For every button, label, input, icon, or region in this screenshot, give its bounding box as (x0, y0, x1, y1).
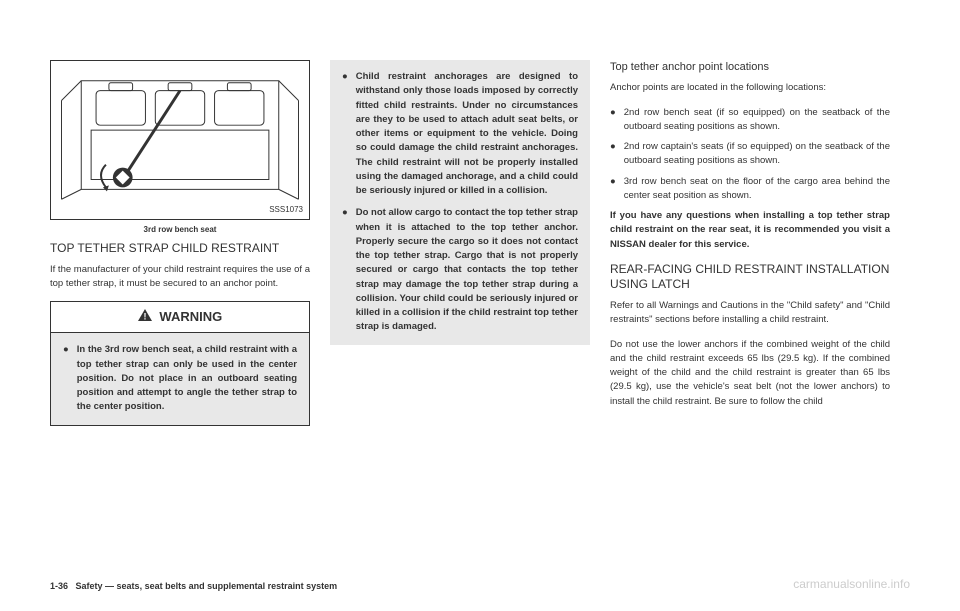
bullet-icon: ● (610, 106, 616, 135)
list-item: ● 3rd row bench seat on the floor of the… (610, 175, 890, 204)
warning-bullet: ● Child restraint anchorages are designe… (342, 70, 578, 198)
column-2: ● Child restraint anchorages are designe… (330, 60, 590, 550)
list-item: ● 2nd row captain's seats (if so equippe… (610, 140, 890, 169)
diagram-caption: 3rd row bench seat (50, 224, 310, 235)
body-para: Refer to all Warnings and Cautions in th… (610, 299, 890, 328)
body-para: Anchor points are located in the followi… (610, 81, 890, 95)
bullet-icon: ● (610, 175, 616, 204)
warning-bullet: ● Do not allow cargo to contact the top … (342, 206, 578, 334)
warning-header: ! WARNING (51, 302, 309, 333)
warning-label: WARNING (159, 309, 222, 324)
bullet-icon: ● (610, 140, 616, 169)
warning-text: Child restraint anchorages are designed … (356, 70, 578, 198)
section-title: Safety — seats, seat belts and supplemen… (76, 581, 338, 591)
bullet-icon: ● (342, 70, 348, 198)
seat-diagram: SSS1073 (50, 60, 310, 220)
warning-text: In the 3rd row bench seat, a child restr… (77, 343, 297, 414)
svg-text:!: ! (143, 312, 146, 322)
warning-icon: ! (138, 308, 152, 326)
warning-continuation: ● Child restraint anchorages are designe… (330, 60, 590, 345)
warning-body: ● In the 3rd row bench seat, a child res… (51, 333, 309, 424)
body-para: If the manufacturer of your child restra… (50, 263, 310, 292)
page-footer: 1-36 Safety — seats, seat belts and supp… (50, 581, 337, 591)
list-item: ● 2nd row bench seat (if so equipped) on… (610, 106, 890, 135)
section-heading-rearfacing: REAR-FACING CHILD RESTRAINT INSTALLATION… (610, 262, 890, 293)
page-number: 1-36 (50, 581, 68, 591)
warning-text: Do not allow cargo to contact the top te… (356, 206, 578, 334)
subheading-anchor-locations: Top tether anchor point locations (610, 60, 890, 75)
bullet-text: 2nd row captain's seats (if so equipped)… (624, 140, 890, 169)
watermark: carmanualsonline.info (793, 577, 910, 591)
bullet-text: 2nd row bench seat (if so equipped) on t… (624, 106, 890, 135)
bullet-icon: ● (342, 206, 348, 334)
warning-bullet: ● In the 3rd row bench seat, a child res… (63, 343, 297, 414)
column-3: Top tether anchor point locations Anchor… (610, 60, 890, 550)
warning-box: ! WARNING ● In the 3rd row bench seat, a… (50, 301, 310, 425)
bold-recommendation: If you have any questions when installin… (610, 209, 890, 252)
bullet-text: 3rd row bench seat on the floor of the c… (624, 175, 890, 204)
column-1: SSS1073 3rd row bench seat TOP TETHER ST… (50, 60, 310, 550)
page-content: SSS1073 3rd row bench seat TOP TETHER ST… (50, 60, 910, 550)
body-para: Do not use the lower anchors if the comb… (610, 338, 890, 409)
bullet-icon: ● (63, 343, 69, 414)
image-id: SSS1073 (269, 204, 303, 215)
section-heading-tether: TOP TETHER STRAP CHILD RESTRAINT (50, 241, 310, 257)
